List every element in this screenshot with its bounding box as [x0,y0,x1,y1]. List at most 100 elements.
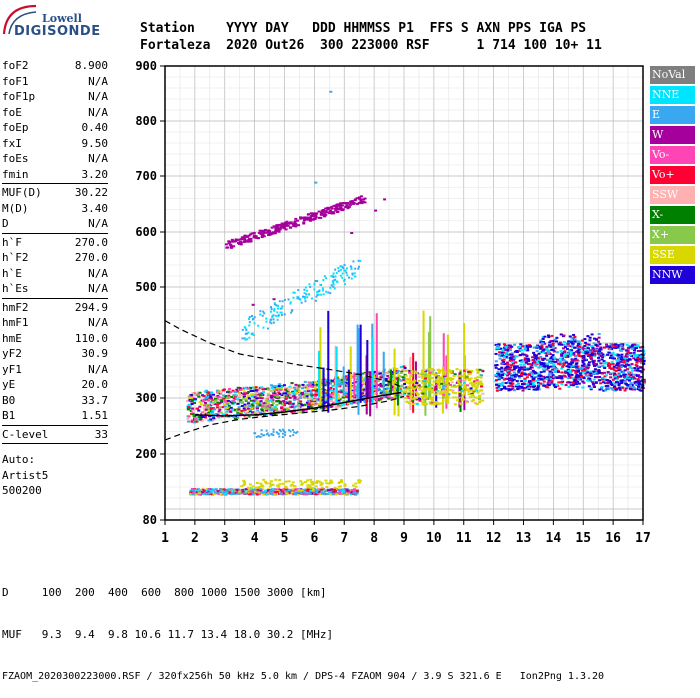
echo-point [400,366,403,368]
echo-point [259,310,261,312]
echo-point [292,434,294,436]
echo-point [227,395,230,397]
echo-point [314,403,317,405]
echo-point [290,312,292,314]
echo-point [425,397,428,399]
echo-point [247,388,250,390]
echo-point [431,400,434,402]
echo-point [261,491,264,493]
echo-point [244,326,246,328]
echo-point [443,333,445,335]
echo-point [354,268,356,270]
echo-point [312,489,315,491]
echo-point [325,291,327,293]
echo-point [478,401,481,403]
echo-point [249,240,252,242]
echo-point [411,381,414,383]
echo-point [228,388,231,390]
echo-point [244,409,247,411]
echo-point [443,372,446,374]
echo-point [233,240,236,242]
echo-point [271,227,274,229]
echo-point [192,413,195,415]
echo-point [359,260,361,262]
echo-point [588,361,591,363]
echo-point [306,484,309,486]
echo-point [478,396,481,398]
echo-point [279,429,281,431]
echo-point [372,338,374,340]
echo-point [293,399,296,401]
echo-point [330,389,333,391]
echo-point [442,394,445,396]
echo-point [463,323,465,325]
echo-point [345,272,347,274]
echo-point [405,391,408,393]
echo-point [239,387,242,389]
echo-point [345,205,348,207]
echo-point [463,382,466,384]
echo-point [307,390,310,392]
echo-point [193,421,196,423]
echo-point [307,406,310,408]
echo-point [283,384,286,386]
echo-point [350,265,352,267]
echo-point [306,296,308,298]
echo-point [421,382,424,384]
echo-point [271,387,274,389]
echo-point [281,307,283,309]
echo-point [227,391,230,393]
echo-point [280,226,283,228]
echo-point [458,372,460,374]
echo-point [199,418,202,420]
echo-point [438,392,441,394]
echo-point [454,373,457,375]
echo-point [343,264,345,266]
echo-point [222,394,225,396]
echo-point [309,398,312,400]
echo-point [410,395,413,397]
echo-point [224,403,227,405]
echo-point [329,493,332,495]
echo-point [456,399,459,401]
echo-point [198,492,201,494]
echo-point [329,287,331,289]
echo-point [276,396,279,398]
echo-point [245,416,248,418]
echo-point [400,394,403,396]
echo-point [404,367,407,369]
echo-point [205,409,208,411]
echo-point [282,433,284,435]
echo-point [424,374,426,376]
echo-point [278,385,281,387]
echo-point [311,403,314,405]
echo-point [325,482,328,484]
echo-point [266,321,268,323]
echo-point [289,435,291,437]
echo-point [268,435,270,437]
echo-point [431,403,434,405]
echo-point [279,493,282,495]
echo-point [278,433,280,435]
echo-point [430,368,433,370]
echo-point [256,482,259,484]
echo-point [230,407,233,409]
echo-point [271,404,274,406]
echo-point [423,380,426,382]
echo-point [437,382,440,384]
echo-point [248,398,251,400]
echo-point [338,482,341,484]
echo-point [376,313,378,315]
echo-point [239,399,242,401]
echo-point [315,482,318,484]
echo-point [211,403,214,405]
echo-point [325,486,328,488]
echo-point [345,396,348,398]
echo-point [410,391,413,393]
echo-point [354,198,357,200]
echo-point [434,393,437,395]
echo-point [475,387,478,389]
echo-point [352,273,354,275]
echo-point [256,396,259,398]
echo-point [464,387,467,389]
